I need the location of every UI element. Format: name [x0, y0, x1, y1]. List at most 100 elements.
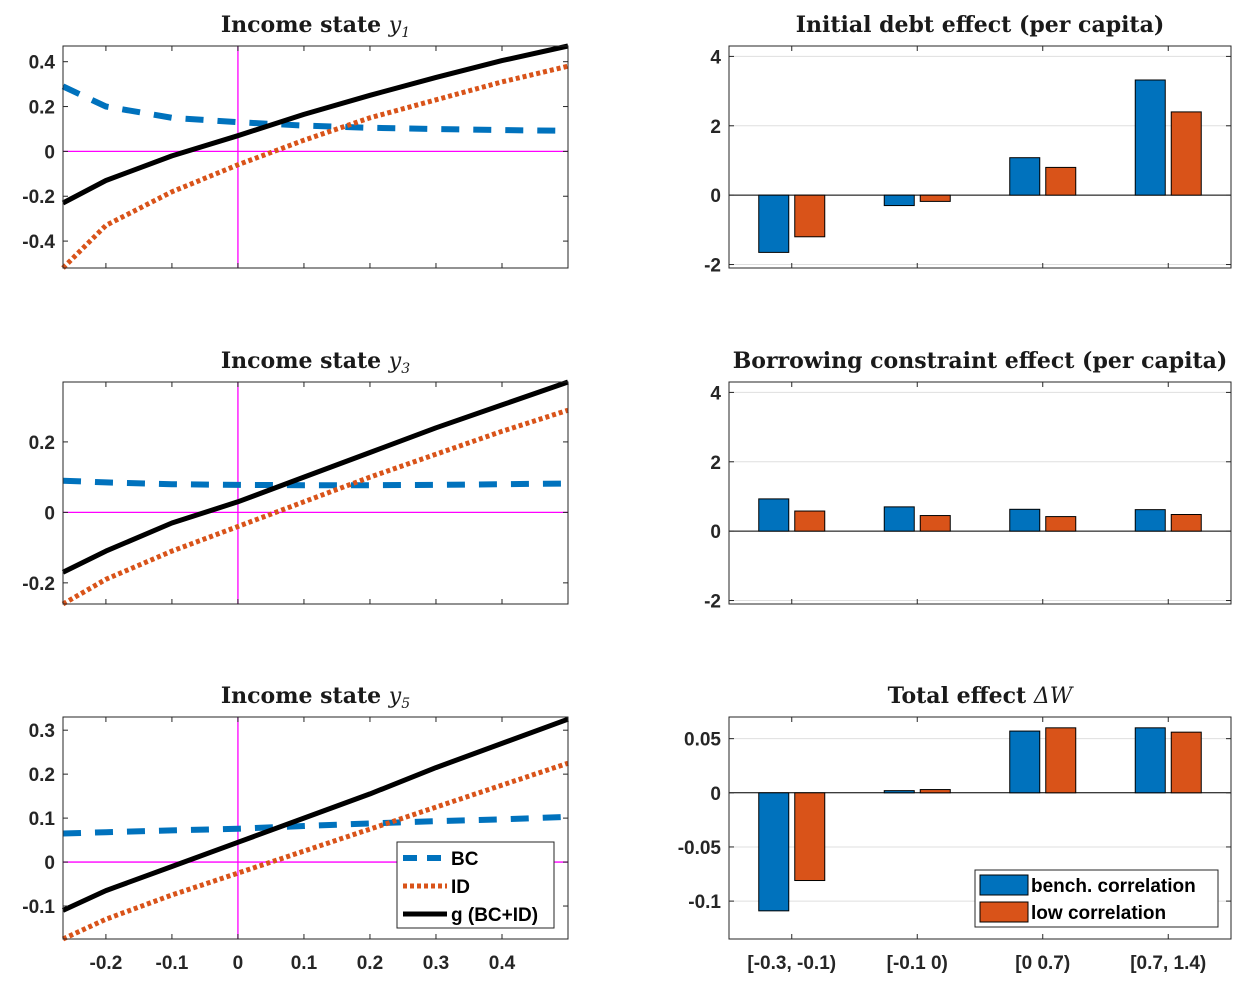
y-tick-label: 0.2 — [29, 98, 55, 119]
series-line-bc — [62, 477, 569, 489]
bar-panel-5: -2 0 2 4 — [704, 381, 1232, 613]
bar-low-3 — [1045, 166, 1077, 196]
y-tick-label: 0.2 — [29, 765, 55, 786]
series-line-bc — [62, 813, 569, 837]
panel-title: Total effect ΔW — [888, 683, 1075, 709]
legend-label-bc: BC — [451, 849, 479, 870]
bar-bench-4 — [1134, 509, 1166, 532]
bar-bench-4 — [1134, 727, 1166, 794]
bar-bench-1 — [758, 498, 790, 532]
legend-label-id: ID — [451, 877, 470, 898]
panel-title-subscript: 3 — [401, 361, 410, 377]
legend: BC ID g (BC+ID) — [396, 841, 555, 929]
y-tick-label: 4 — [710, 47, 721, 68]
bar-low-2 — [919, 515, 951, 532]
plot-background — [729, 382, 1231, 604]
y-tick-label: 0 — [44, 503, 55, 524]
legend: bench. correlation low correlation — [974, 869, 1219, 928]
series-line-g — [61, 379, 569, 575]
panel-title-text: Total effect — [888, 683, 1034, 709]
bar-low-4 — [1170, 514, 1202, 532]
plot-background — [63, 382, 568, 604]
x-tick-label: -0.1 — [156, 953, 189, 974]
panel-title-text: Initial debt effect (per capita) — [796, 12, 1165, 38]
y-tick-label: -0.4 — [22, 232, 55, 253]
series-line-g — [61, 43, 569, 206]
legend-label-low: low correlation — [1031, 903, 1166, 924]
x-tick-label: 0.4 — [489, 953, 516, 974]
bar-bench-3 — [1009, 730, 1041, 794]
legend-label-g: g (BC+ID) — [451, 905, 538, 926]
bar-bench-3 — [1009, 157, 1041, 196]
x-category-label: [0.7, 1.4) — [1130, 953, 1206, 974]
y-tick-label: 0 — [710, 522, 721, 543]
panel-title-text: Income state — [221, 12, 389, 38]
bar-low-1 — [794, 194, 826, 238]
y-tick-label: 2 — [710, 117, 721, 138]
y-tick-label: 0 — [710, 186, 721, 207]
panel-title: Income state y1 — [221, 12, 410, 41]
y-tick-label: 0.1 — [29, 809, 56, 830]
axes-frame — [62, 716, 569, 940]
panel-title-text: Income state — [221, 348, 389, 374]
line-panel-3: -0.2 -0.1 0 0.1 0.2 0.3 0.4 -0.1 0 0.1 0.2 0.3 BC ID g… — [22, 716, 569, 974]
y-tick-label: -0.1 — [688, 892, 721, 913]
panel-title-symbol: y — [388, 13, 402, 38]
x-category-label: [-0.3, -0.1) — [747, 953, 836, 974]
panel-title-subscript: 1 — [401, 25, 410, 41]
legend-label-bench: bench. correlation — [1031, 876, 1196, 897]
series-line-id — [61, 63, 569, 270]
y-tick-label: 0 — [710, 784, 721, 805]
x-tick-label: -0.2 — [90, 953, 123, 974]
y-tick-label: 0.4 — [29, 53, 56, 74]
y-tick-label: 0.3 — [29, 721, 55, 742]
bar-bench-3 — [1009, 508, 1041, 532]
bar-low-4 — [1170, 731, 1202, 794]
y-tick-label: 0.2 — [29, 433, 55, 454]
bar-low-3 — [1045, 727, 1077, 794]
series-line-bc — [61, 83, 569, 134]
series-line-g — [61, 716, 569, 913]
axes-frame — [728, 45, 1232, 269]
axes-frame — [62, 45, 569, 269]
y-tick-label: 2 — [710, 453, 721, 474]
bar-bench-2 — [883, 194, 915, 207]
panel-title-symbol: ΔW — [1033, 684, 1075, 709]
line-panel-2: -0.2 0 0.2 — [22, 379, 569, 607]
bar-low-4 — [1170, 111, 1202, 196]
x-tick-label: 0 — [233, 953, 244, 974]
x-tick-label: 0.1 — [291, 953, 318, 974]
legend-swatch-low — [979, 901, 1029, 923]
bar-bench-1 — [758, 194, 790, 253]
x-category-label: [-0.1 0) — [887, 953, 948, 974]
y-tick-label: -0.2 — [22, 574, 55, 595]
x-tick-label: 0.2 — [357, 953, 383, 974]
y-tick-label: -2 — [704, 256, 721, 277]
x-category-label: [0 0.7) — [1015, 953, 1070, 974]
panel-title: Borrowing constraint effect (per capita) — [733, 348, 1228, 374]
bar-bench-1 — [758, 792, 790, 912]
legend-swatch-bench — [979, 874, 1029, 896]
bar-panel-4: -2 0 2 4 — [704, 45, 1232, 277]
bar-low-3 — [1045, 516, 1077, 532]
x-tick-label: 0.3 — [423, 953, 449, 974]
bar-low-1 — [794, 792, 826, 882]
series-line-id — [61, 407, 569, 607]
line-panel-1: -0.4 -0.2 0 0.2 0.4 — [22, 43, 569, 270]
panel-title-text: Income state — [221, 683, 389, 709]
panel-title-symbol: y — [388, 684, 402, 709]
y-tick-label: -0.05 — [678, 838, 722, 859]
bar-bench-2 — [883, 790, 915, 794]
plot-background — [63, 46, 568, 268]
axes-frame — [728, 381, 1232, 605]
series-line-id — [61, 760, 569, 942]
y-tick-label: 4 — [710, 383, 721, 404]
bar-low-2 — [919, 194, 951, 202]
y-tick-label: -0.2 — [22, 187, 55, 208]
panel-title: Income state y5 — [221, 683, 410, 712]
panel-title-text: Borrowing constraint effect (per capita) — [733, 348, 1228, 374]
panel-title-symbol: y — [388, 349, 402, 374]
y-tick-label: 0 — [44, 142, 55, 163]
axes-frame — [62, 381, 569, 605]
